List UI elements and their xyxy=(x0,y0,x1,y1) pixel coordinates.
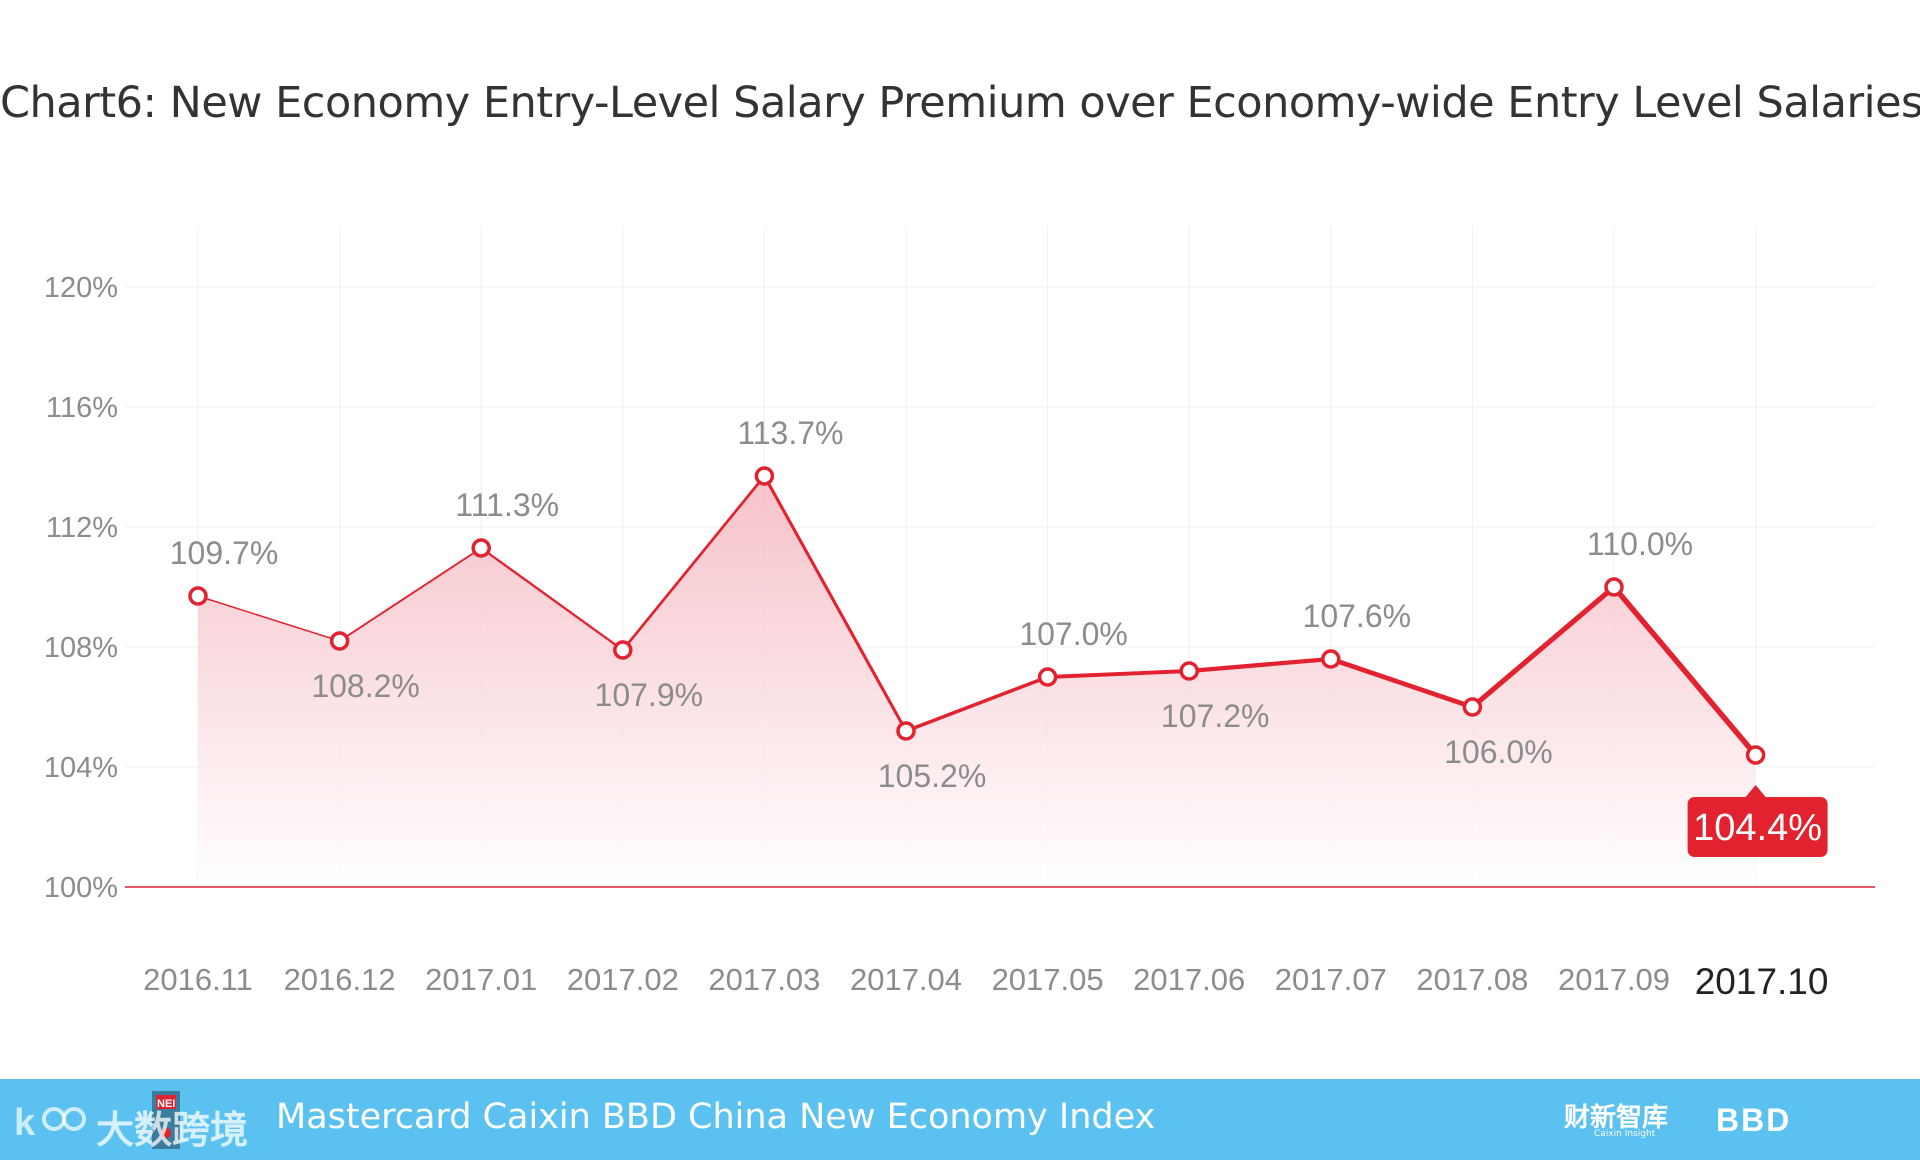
line-segment xyxy=(1469,584,1617,710)
data-point xyxy=(1604,577,1624,597)
caixin-insight-logo: 财新智库 Caixin Insight xyxy=(1564,1097,1684,1141)
highlight-value-label: 104.4% xyxy=(1693,807,1822,849)
value-label: 105.2% xyxy=(878,758,987,794)
data-labels: 109.7% 108.2% 111.3% 107.9% 113.7% 105.2% 107.… xyxy=(170,415,1828,857)
watermark-badge: NEI xyxy=(157,1098,175,1110)
value-label: 107.9% xyxy=(595,677,704,713)
data-point xyxy=(329,631,350,651)
value-label: 111.3% xyxy=(455,487,559,523)
value-label: 113.7% xyxy=(737,415,843,451)
watermark: k NEI 大数跨境 xyxy=(12,1087,252,1153)
value-label: 108.2% xyxy=(311,668,420,704)
data-point xyxy=(1037,667,1058,687)
x-tick-label: 2017.05 xyxy=(992,962,1104,997)
x-tick-label: 2017.09 xyxy=(1558,962,1670,997)
value-label: 106.0% xyxy=(1444,734,1553,770)
line-segment xyxy=(338,547,483,642)
series-line xyxy=(197,474,1759,758)
x-tick-label: 2017.07 xyxy=(1275,962,1387,997)
y-tick-label: 100% xyxy=(44,872,118,904)
line-segment xyxy=(1187,656,1333,674)
x-tick-label: 2017.06 xyxy=(1133,962,1245,997)
watermark-text: 大数跨境 xyxy=(96,1108,249,1152)
chart-title: Chart6: New Economy Entry-Level Salary P… xyxy=(0,78,1920,128)
line-segment xyxy=(904,675,1050,733)
data-point xyxy=(613,640,633,660)
value-label: 107.2% xyxy=(1161,698,1270,734)
line-segment xyxy=(762,474,908,733)
x-tick-label: 2017.08 xyxy=(1416,962,1528,997)
value-label: 109.7% xyxy=(170,535,279,571)
highlight-callout: 104.4% xyxy=(1687,785,1828,857)
line-segment xyxy=(1045,669,1192,679)
data-point xyxy=(1179,661,1199,681)
area-fill xyxy=(198,476,1756,887)
data-points xyxy=(188,466,1766,765)
data-point xyxy=(188,586,208,606)
axes: 100% 104% 108% 112% 116% 120% 2016.11 2016.12 20… xyxy=(44,272,1875,1002)
line-segment xyxy=(480,546,624,652)
data-point xyxy=(754,466,775,486)
y-tick-label: 108% xyxy=(44,632,118,664)
watermark-logo-icon: k NEI xyxy=(14,1091,180,1149)
y-tick-label: 112% xyxy=(46,512,118,544)
data-point xyxy=(1745,745,1766,765)
value-label: 107.0% xyxy=(1019,616,1128,652)
line-chart: 109.7% 108.2% 111.3% 107.9% 113.7% 105.2% 107.… xyxy=(44,226,1875,1002)
data-point xyxy=(1321,649,1341,669)
callout-pointer xyxy=(1745,785,1766,797)
x-tick-label: 2017.01 xyxy=(425,962,537,997)
x-tick-label: 2017.02 xyxy=(567,962,679,997)
value-label: 107.6% xyxy=(1303,598,1412,634)
caixin-logo-text: 财新智库 xyxy=(1564,1103,1669,1133)
line-segment xyxy=(1611,584,1759,758)
bbd-logo-text: BBD xyxy=(1716,1103,1791,1135)
data-point xyxy=(1462,697,1483,717)
x-tick-label: 2017.03 xyxy=(708,962,820,997)
callout-box xyxy=(1687,797,1828,857)
value-label: 110.0% xyxy=(1587,526,1693,562)
x-tick-label: 2016.11 xyxy=(143,962,253,997)
y-tick-label: 120% xyxy=(44,272,118,304)
x-tick-label: 2017.04 xyxy=(850,962,962,997)
line-segment xyxy=(1328,656,1475,710)
caixin-logo-subtitle: Caixin Insight xyxy=(1594,1129,1656,1139)
line-segment xyxy=(197,595,341,642)
x-tick-label: 2016.12 xyxy=(284,962,396,997)
line-segment xyxy=(621,474,766,652)
footer-title: Mastercard Caixin BBD China New Economy … xyxy=(276,1097,1156,1137)
x-tick-label: 2017.10 xyxy=(1695,961,1829,1002)
footer-banner: k NEI 大数跨境 Mastercard Caixin BBD China N… xyxy=(0,1079,1920,1160)
y-tick-label: 104% xyxy=(44,752,118,784)
data-point xyxy=(471,538,491,558)
bbd-logo-icon: BBD xyxy=(1716,1103,1791,1135)
svg-text:k: k xyxy=(14,1102,36,1144)
y-tick-label: 116% xyxy=(46,392,118,424)
data-point xyxy=(896,721,916,741)
area-path xyxy=(198,476,1756,887)
